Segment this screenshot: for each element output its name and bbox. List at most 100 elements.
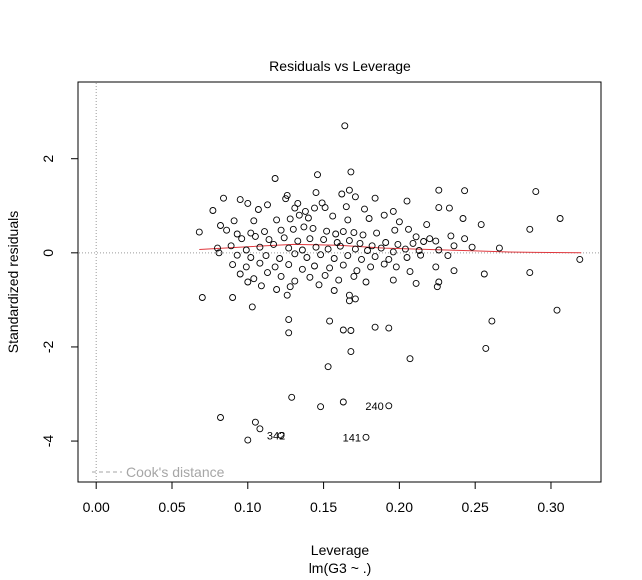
data-point bbox=[391, 226, 399, 234]
data-point bbox=[303, 254, 311, 261]
data-point bbox=[285, 329, 293, 337]
data-point bbox=[395, 218, 403, 226]
data-point bbox=[326, 264, 334, 272]
data-point bbox=[250, 217, 258, 225]
data-point bbox=[394, 240, 402, 248]
x-tick-label: 0.00 bbox=[83, 499, 110, 515]
data-point bbox=[301, 207, 309, 215]
data-point bbox=[262, 252, 270, 260]
data-point bbox=[339, 228, 347, 236]
data-point bbox=[444, 252, 452, 260]
data-point bbox=[270, 240, 278, 248]
data-point bbox=[406, 355, 414, 363]
data-point bbox=[256, 243, 264, 251]
data-point bbox=[488, 317, 496, 325]
data-point bbox=[347, 168, 355, 176]
data-point bbox=[214, 244, 221, 252]
data-point bbox=[353, 267, 361, 275]
data-point bbox=[244, 199, 252, 207]
data-point bbox=[230, 217, 238, 225]
data-point bbox=[238, 235, 246, 243]
legend-label: Cook's distance bbox=[126, 464, 225, 480]
data-point bbox=[264, 201, 271, 209]
data-point bbox=[345, 186, 353, 194]
data-point bbox=[365, 215, 373, 222]
data-point bbox=[277, 226, 285, 234]
data-point bbox=[254, 206, 262, 213]
data-point bbox=[285, 244, 293, 252]
data-point bbox=[321, 271, 329, 279]
data-point bbox=[298, 246, 306, 254]
data-point bbox=[300, 223, 308, 231]
data-point bbox=[385, 402, 393, 410]
legend: Cook's distance bbox=[92, 464, 225, 480]
y-tick-label: 0 bbox=[40, 249, 56, 257]
data-point bbox=[406, 268, 414, 276]
data-point bbox=[312, 189, 320, 197]
data-point bbox=[345, 237, 353, 245]
data-point bbox=[336, 242, 344, 250]
data-point bbox=[244, 436, 252, 444]
data-point bbox=[435, 204, 443, 212]
data-point bbox=[265, 236, 273, 244]
data-point bbox=[403, 254, 411, 261]
data-point bbox=[338, 190, 346, 198]
data-point bbox=[532, 188, 540, 196]
data-point bbox=[261, 228, 268, 236]
data-point bbox=[217, 414, 224, 421]
data-point bbox=[450, 267, 458, 275]
data-point bbox=[389, 248, 397, 256]
data-point bbox=[304, 214, 312, 222]
data-point bbox=[285, 261, 293, 269]
data-point bbox=[480, 270, 488, 278]
data-point bbox=[409, 239, 417, 247]
data-point bbox=[223, 226, 231, 234]
data-point bbox=[288, 393, 296, 401]
data-point bbox=[368, 242, 376, 250]
data-point bbox=[435, 278, 443, 286]
data-point bbox=[403, 197, 411, 205]
data-point bbox=[347, 327, 355, 334]
data-point bbox=[345, 297, 353, 305]
data-point bbox=[251, 232, 259, 240]
data-point bbox=[323, 227, 331, 235]
data-point bbox=[433, 283, 441, 291]
data-point bbox=[330, 255, 338, 262]
data-point bbox=[306, 235, 314, 243]
data-point bbox=[277, 431, 285, 439]
data-point bbox=[320, 236, 328, 244]
x-axis-label: Leverage bbox=[311, 542, 370, 558]
data-point bbox=[556, 215, 564, 222]
data-point bbox=[282, 195, 290, 203]
data-point bbox=[198, 294, 206, 301]
data-point bbox=[289, 225, 297, 233]
x-tick-label: 0.25 bbox=[462, 499, 489, 515]
data-point bbox=[426, 235, 434, 243]
data-point bbox=[359, 231, 367, 239]
data-point bbox=[291, 250, 299, 258]
y-axis-label: Standardized residuals bbox=[5, 211, 21, 353]
data-point bbox=[351, 245, 359, 253]
chart-title: Residuals vs Leverage bbox=[269, 58, 411, 74]
data-point bbox=[209, 207, 217, 214]
point-annotation: 240 bbox=[365, 401, 383, 413]
x-tick-label: 0.30 bbox=[537, 499, 564, 515]
point-annotation: 342 bbox=[267, 430, 285, 442]
data-point bbox=[382, 239, 390, 246]
data-point bbox=[329, 212, 337, 220]
x-tick-label: 0.15 bbox=[310, 499, 337, 515]
x-axis-sublabel: lm(G3 ~ .) bbox=[309, 560, 372, 576]
data-point bbox=[526, 269, 534, 277]
data-point bbox=[380, 211, 388, 219]
data-point bbox=[229, 261, 237, 269]
data-point bbox=[271, 263, 279, 271]
data-point bbox=[385, 324, 393, 332]
data-point bbox=[248, 303, 256, 311]
points bbox=[195, 122, 584, 444]
data-point bbox=[339, 261, 347, 269]
data-point bbox=[247, 229, 255, 237]
annotations: 240 342 141 bbox=[267, 401, 384, 445]
y-tick-label: 2 bbox=[40, 155, 56, 163]
data-point bbox=[380, 260, 388, 268]
